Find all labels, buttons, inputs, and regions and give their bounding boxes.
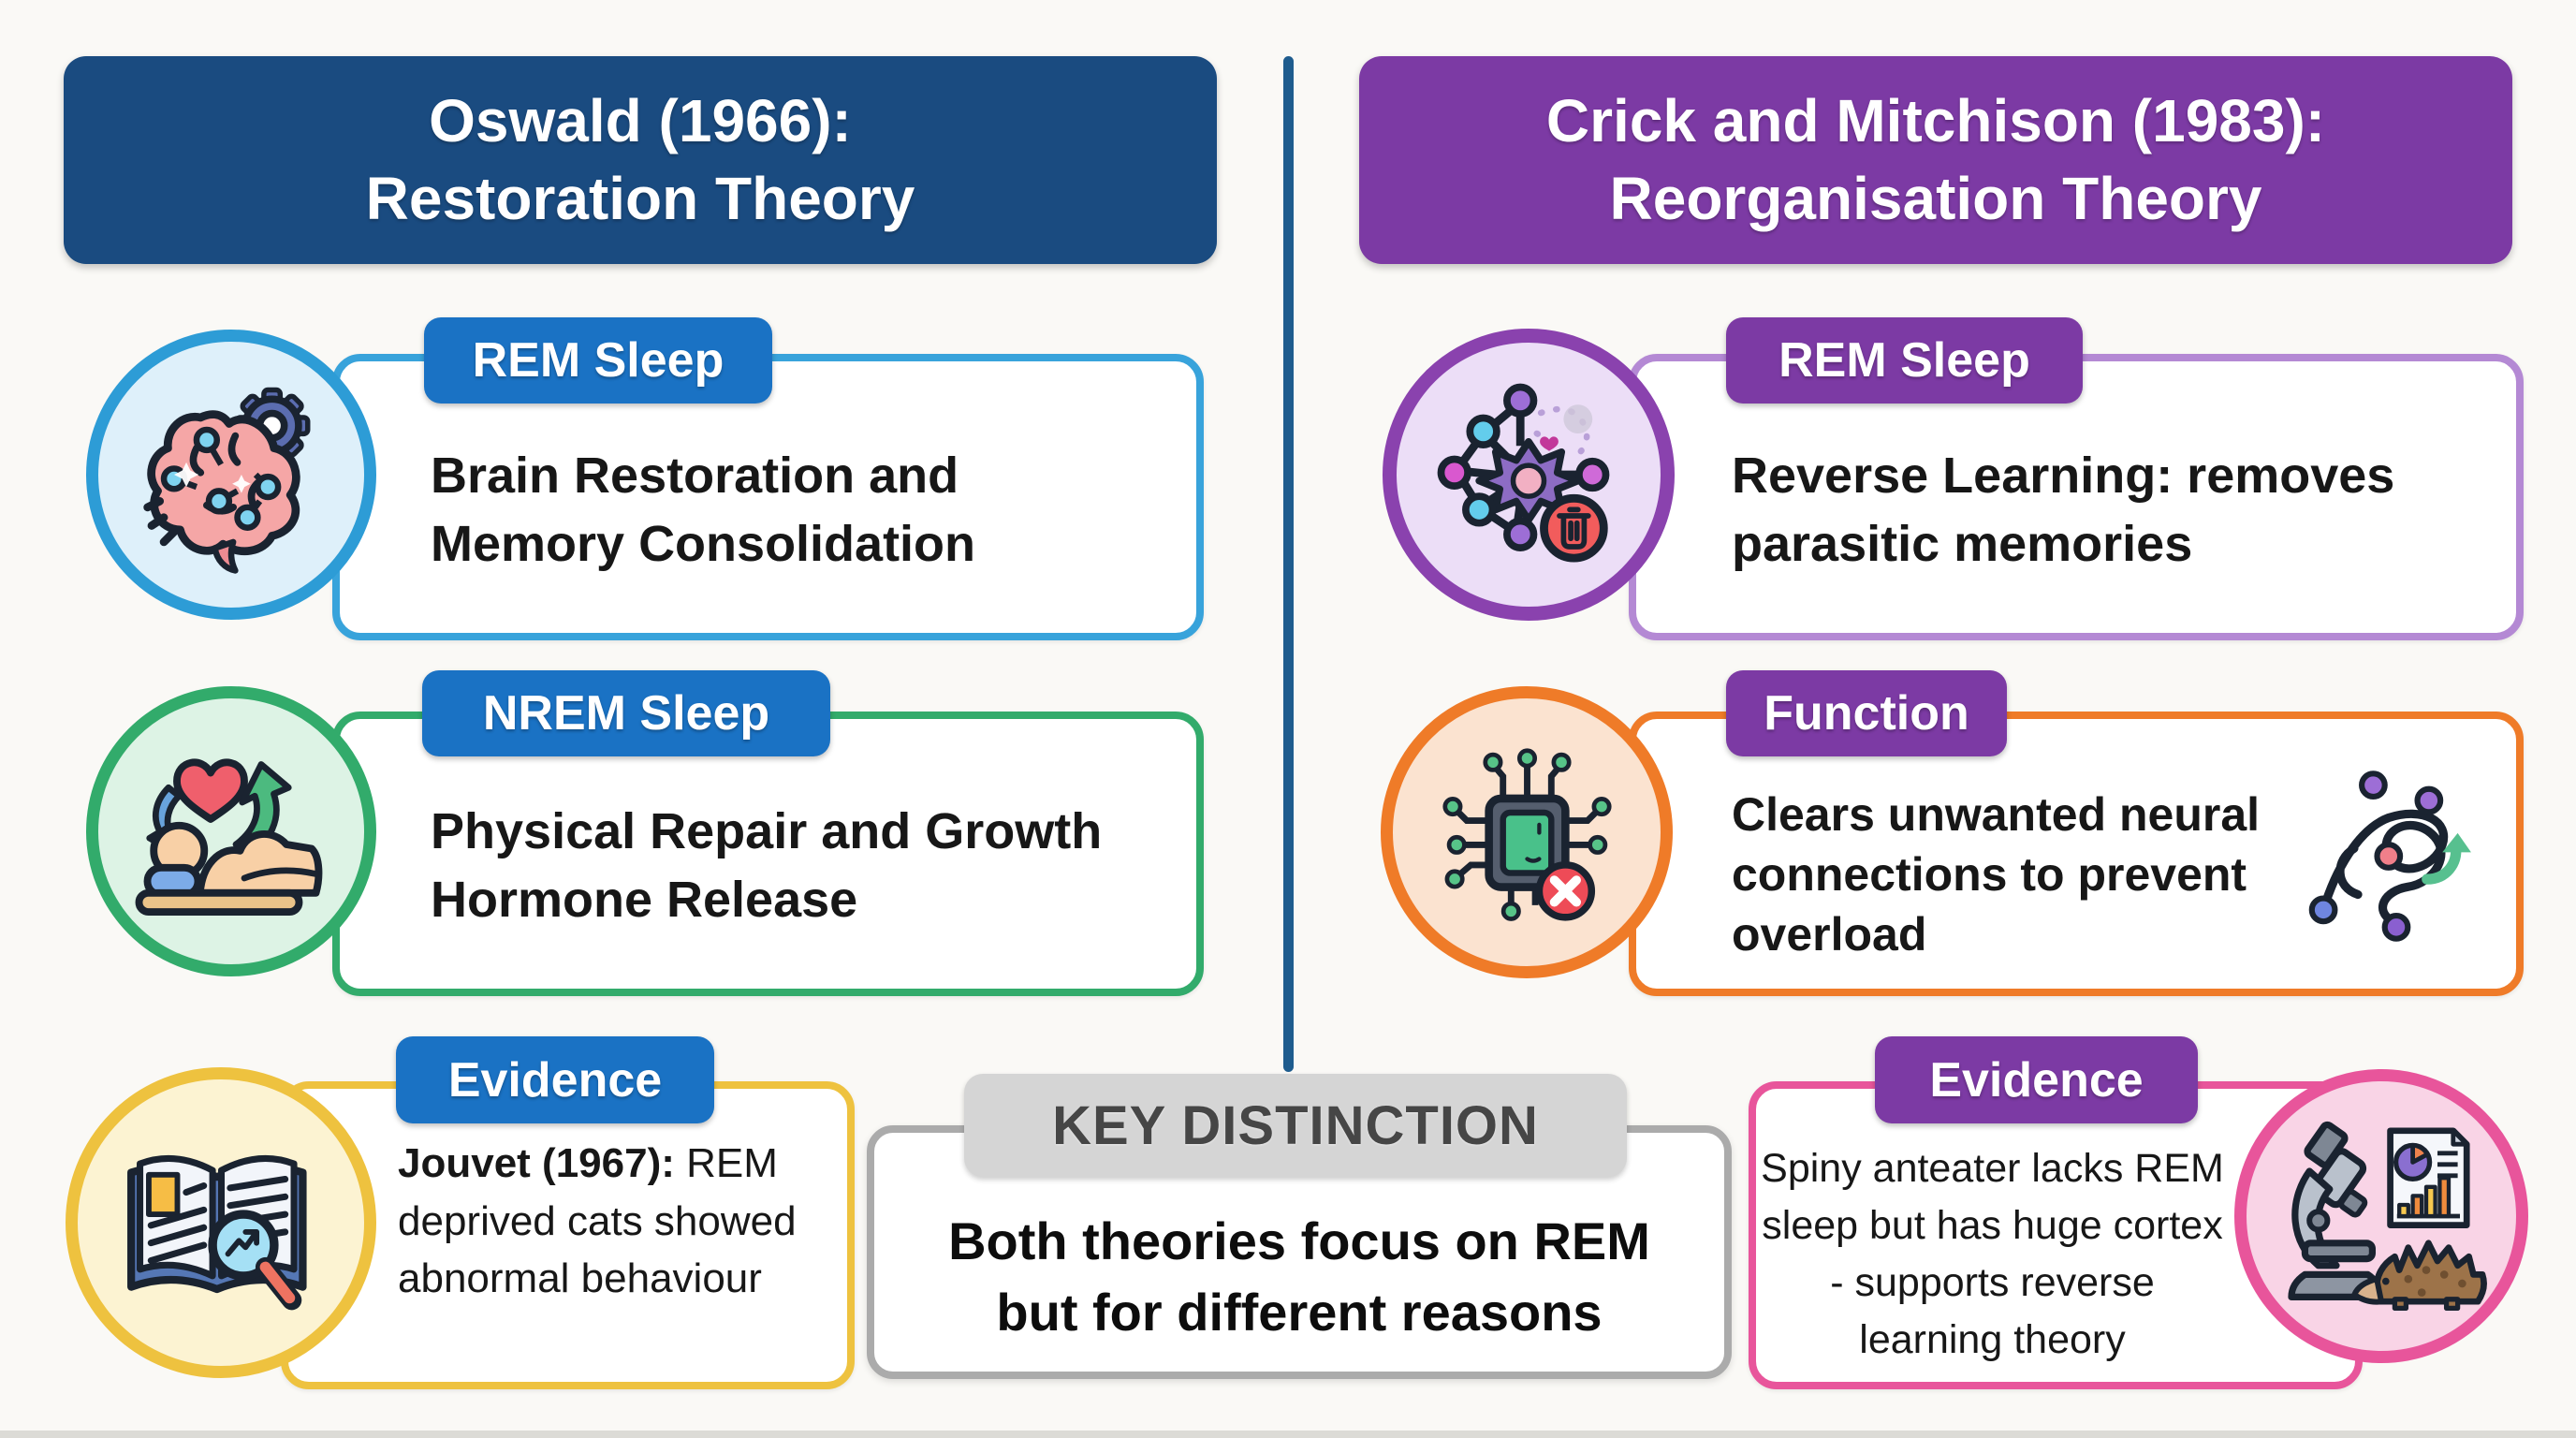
microscope-chart-echidna-icon <box>2288 1121 2487 1312</box>
right-evidence-badge: Evidence <box>1875 1036 2198 1123</box>
right-rem-text: Reverse Learning: removes parasitic memo… <box>1732 442 2394 579</box>
book-magnifier-icon <box>126 1154 307 1310</box>
right-function-text-line3: overload <box>1732 908 1927 961</box>
right-rem-text-line1: Reverse Learning: removes <box>1732 448 2395 504</box>
left-rem-badge-label: REM Sleep <box>472 333 724 388</box>
right-function-badge-label: Function <box>1764 686 1969 741</box>
left-theory-header-line2: Restoration Theory <box>365 165 915 232</box>
right-rem-circle <box>1383 329 1675 621</box>
sparkle-icon <box>173 462 251 493</box>
right-function-text-line1: Clears unwanted neural <box>1732 788 2261 841</box>
sleep-person-icon <box>135 758 322 916</box>
neuron-network-trash-icon <box>1437 383 1610 563</box>
left-evidence-circle <box>66 1067 376 1378</box>
left-nrem-circle <box>86 686 376 976</box>
right-evidence-badge-label: Evidence <box>1929 1052 2144 1108</box>
bottom-edge-strip <box>0 1431 2576 1438</box>
right-evidence-text: Spiny anteater lacks REM sleep but has h… <box>1756 1140 2229 1369</box>
center-divider-line <box>1283 56 1294 1072</box>
left-nrem-text-line1: Physical Repair and Growth <box>431 803 1103 859</box>
right-rem-text-line2: parasitic memories <box>1732 515 2193 572</box>
left-evidence-text-lead: Jouvet (1967): <box>398 1140 675 1186</box>
left-theory-header: Oswald (1966): Restoration Theory <box>64 56 1217 264</box>
tangle-arrow-icon <box>2308 770 2471 942</box>
right-theory-header-line2: Reorganisation Theory <box>1609 165 2262 232</box>
left-rem-text-line1: Brain Restoration and <box>431 448 959 504</box>
left-theory-header-line1: Oswald (1966): <box>429 86 852 154</box>
right-theory-header: Crick and Mitchison (1983): Reorganisati… <box>1359 56 2512 264</box>
right-rem-badge-label: REM Sleep <box>1778 333 2030 388</box>
key-distinction-line2: but for different reasons <box>996 1282 1603 1342</box>
left-nrem-badge-label: NREM Sleep <box>482 686 770 741</box>
right-function-text-line2: connections to prevent <box>1732 848 2247 901</box>
key-distinction-line1: Both theories focus on REM <box>948 1211 1650 1270</box>
left-evidence-text-rest: REM deprived cats showed abnormal behavi… <box>398 1140 797 1302</box>
right-function-text: Clears unwanted neural connections to pr… <box>1732 785 2260 964</box>
right-evidence-text-content: Spiny anteater lacks REM sleep but has h… <box>1761 1146 2224 1363</box>
right-theory-header-line1: Crick and Mitchison (1983): <box>1545 86 2326 154</box>
key-distinction-badge: KEY DISTINCTION <box>964 1074 1627 1177</box>
right-rem-badge: REM Sleep <box>1726 317 2083 404</box>
chart-document-icon <box>2387 1127 2470 1228</box>
key-distinction-badge-label: KEY DISTINCTION <box>1052 1094 1539 1156</box>
right-function-circle <box>1381 686 1673 978</box>
left-rem-text: Brain Restoration and Memory Consolidati… <box>431 442 975 579</box>
right-evidence-circle <box>2234 1069 2528 1363</box>
chip-circuit-x-icon <box>1442 747 1612 921</box>
left-rem-text-line2: Memory Consolidation <box>431 515 976 572</box>
left-evidence-text: Jouvet (1967): REM deprived cats showed … <box>398 1135 838 1308</box>
right-function-badge: Function <box>1726 670 2007 756</box>
microscope-icon <box>2288 1121 2381 1300</box>
echidna-icon <box>2351 1240 2487 1312</box>
heart-icon <box>1540 436 1559 451</box>
left-nrem-text: Physical Repair and Growth Hormone Relea… <box>431 798 1102 934</box>
key-distinction-text: Both theories focus on REM but for diffe… <box>867 1206 1732 1347</box>
left-nrem-text-line2: Hormone Release <box>431 871 858 928</box>
brain-gear-icon <box>143 387 311 574</box>
left-rem-badge: REM Sleep <box>424 317 772 404</box>
left-evidence-badge-label: Evidence <box>447 1052 663 1108</box>
left-nrem-badge: NREM Sleep <box>422 670 830 756</box>
left-evidence-badge: Evidence <box>396 1036 714 1123</box>
left-rem-circle <box>86 330 376 620</box>
